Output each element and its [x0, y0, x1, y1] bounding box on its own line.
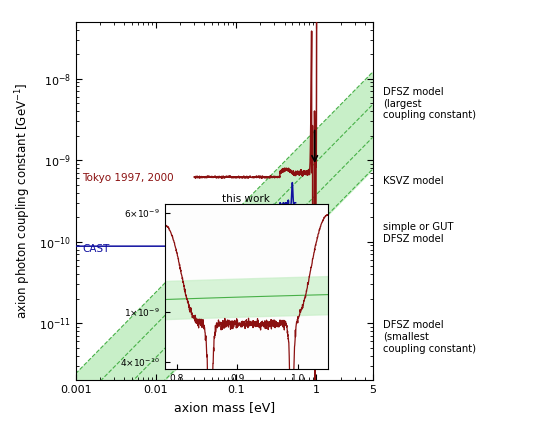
- Text: KSVZ model: KSVZ model: [383, 176, 444, 187]
- Text: Tokyo 1997, 2000: Tokyo 1997, 2000: [82, 173, 173, 183]
- Text: CAST: CAST: [82, 244, 109, 254]
- Text: DFSZ model
(largest
coupling constant): DFSZ model (largest coupling constant): [383, 87, 476, 120]
- X-axis label: axion mass [eV]: axion mass [eV]: [173, 400, 275, 413]
- Text: DFSZ model
(smallest
coupling constant): DFSZ model (smallest coupling constant): [383, 321, 476, 353]
- Text: simple or GUT
DFSZ model: simple or GUT DFSZ model: [383, 222, 454, 244]
- Y-axis label: axion photon coupling constant [GeV$^{-1}$]: axion photon coupling constant [GeV$^{-1…: [14, 83, 33, 319]
